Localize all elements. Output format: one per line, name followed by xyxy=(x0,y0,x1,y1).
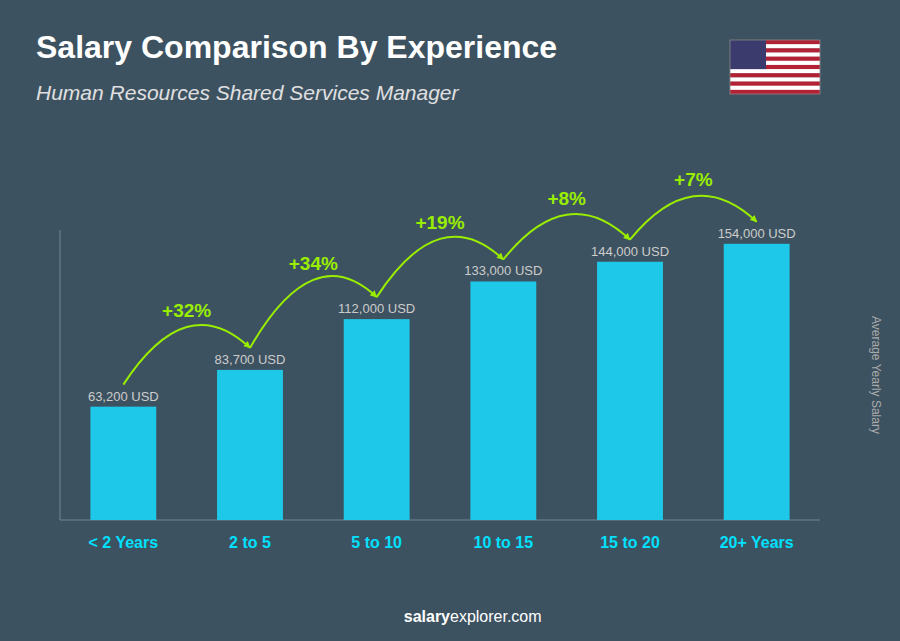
annotation: +34% xyxy=(289,253,338,274)
data-label: 133,000 USD xyxy=(464,263,542,278)
bars xyxy=(90,244,789,520)
flag-stripe xyxy=(730,82,820,86)
data-label: 63,200 USD xyxy=(88,389,159,404)
category-label: < 2 Years xyxy=(89,534,159,551)
arrow xyxy=(123,325,250,385)
subtitle: Human Resources Shared Services Manager xyxy=(36,81,460,104)
flag-border xyxy=(730,40,820,94)
y-axis-label: Average Yearly Salary xyxy=(869,316,883,434)
footer: explorer.com xyxy=(450,608,542,625)
data-label: 83,700 USD xyxy=(215,352,286,367)
annotation: +7% xyxy=(674,169,713,190)
bar xyxy=(217,370,283,520)
bar xyxy=(724,244,790,520)
arrows xyxy=(123,196,756,385)
flag-stripe xyxy=(730,73,820,77)
title: Salary Comparison By Experience xyxy=(36,29,557,65)
flag-stripe xyxy=(730,77,820,81)
data-label: 112,000 USD xyxy=(338,301,415,316)
flag-stripe xyxy=(730,86,820,90)
arrow xyxy=(503,214,630,259)
annotation: +8% xyxy=(547,188,586,209)
footer: salary xyxy=(404,608,450,625)
bar xyxy=(597,262,663,520)
arrow xyxy=(630,196,757,240)
chart: Salary Comparison By Experience Human Res… xyxy=(0,0,900,641)
category-label: 5 to 10 xyxy=(351,534,402,551)
annotation: +32% xyxy=(162,300,211,321)
y-axis-line xyxy=(60,230,61,520)
arrow xyxy=(250,276,377,348)
data-label: 144,000 USD xyxy=(591,244,669,259)
annotation: +19% xyxy=(415,212,464,233)
category-label: 15 to 20 xyxy=(600,534,660,551)
category-label: 10 to 15 xyxy=(474,534,534,551)
bar xyxy=(344,319,410,520)
flag-stripe xyxy=(730,69,820,73)
flag-canton xyxy=(730,40,766,69)
x-axis-line xyxy=(60,520,820,521)
background xyxy=(0,0,900,641)
bar xyxy=(470,281,536,520)
flag xyxy=(730,40,820,94)
bar xyxy=(90,407,156,520)
arrow xyxy=(377,237,504,297)
category-label: 2 to 5 xyxy=(229,534,271,551)
category-label: 20+ Years xyxy=(720,534,794,551)
data-label: 154,000 USD xyxy=(718,226,796,241)
